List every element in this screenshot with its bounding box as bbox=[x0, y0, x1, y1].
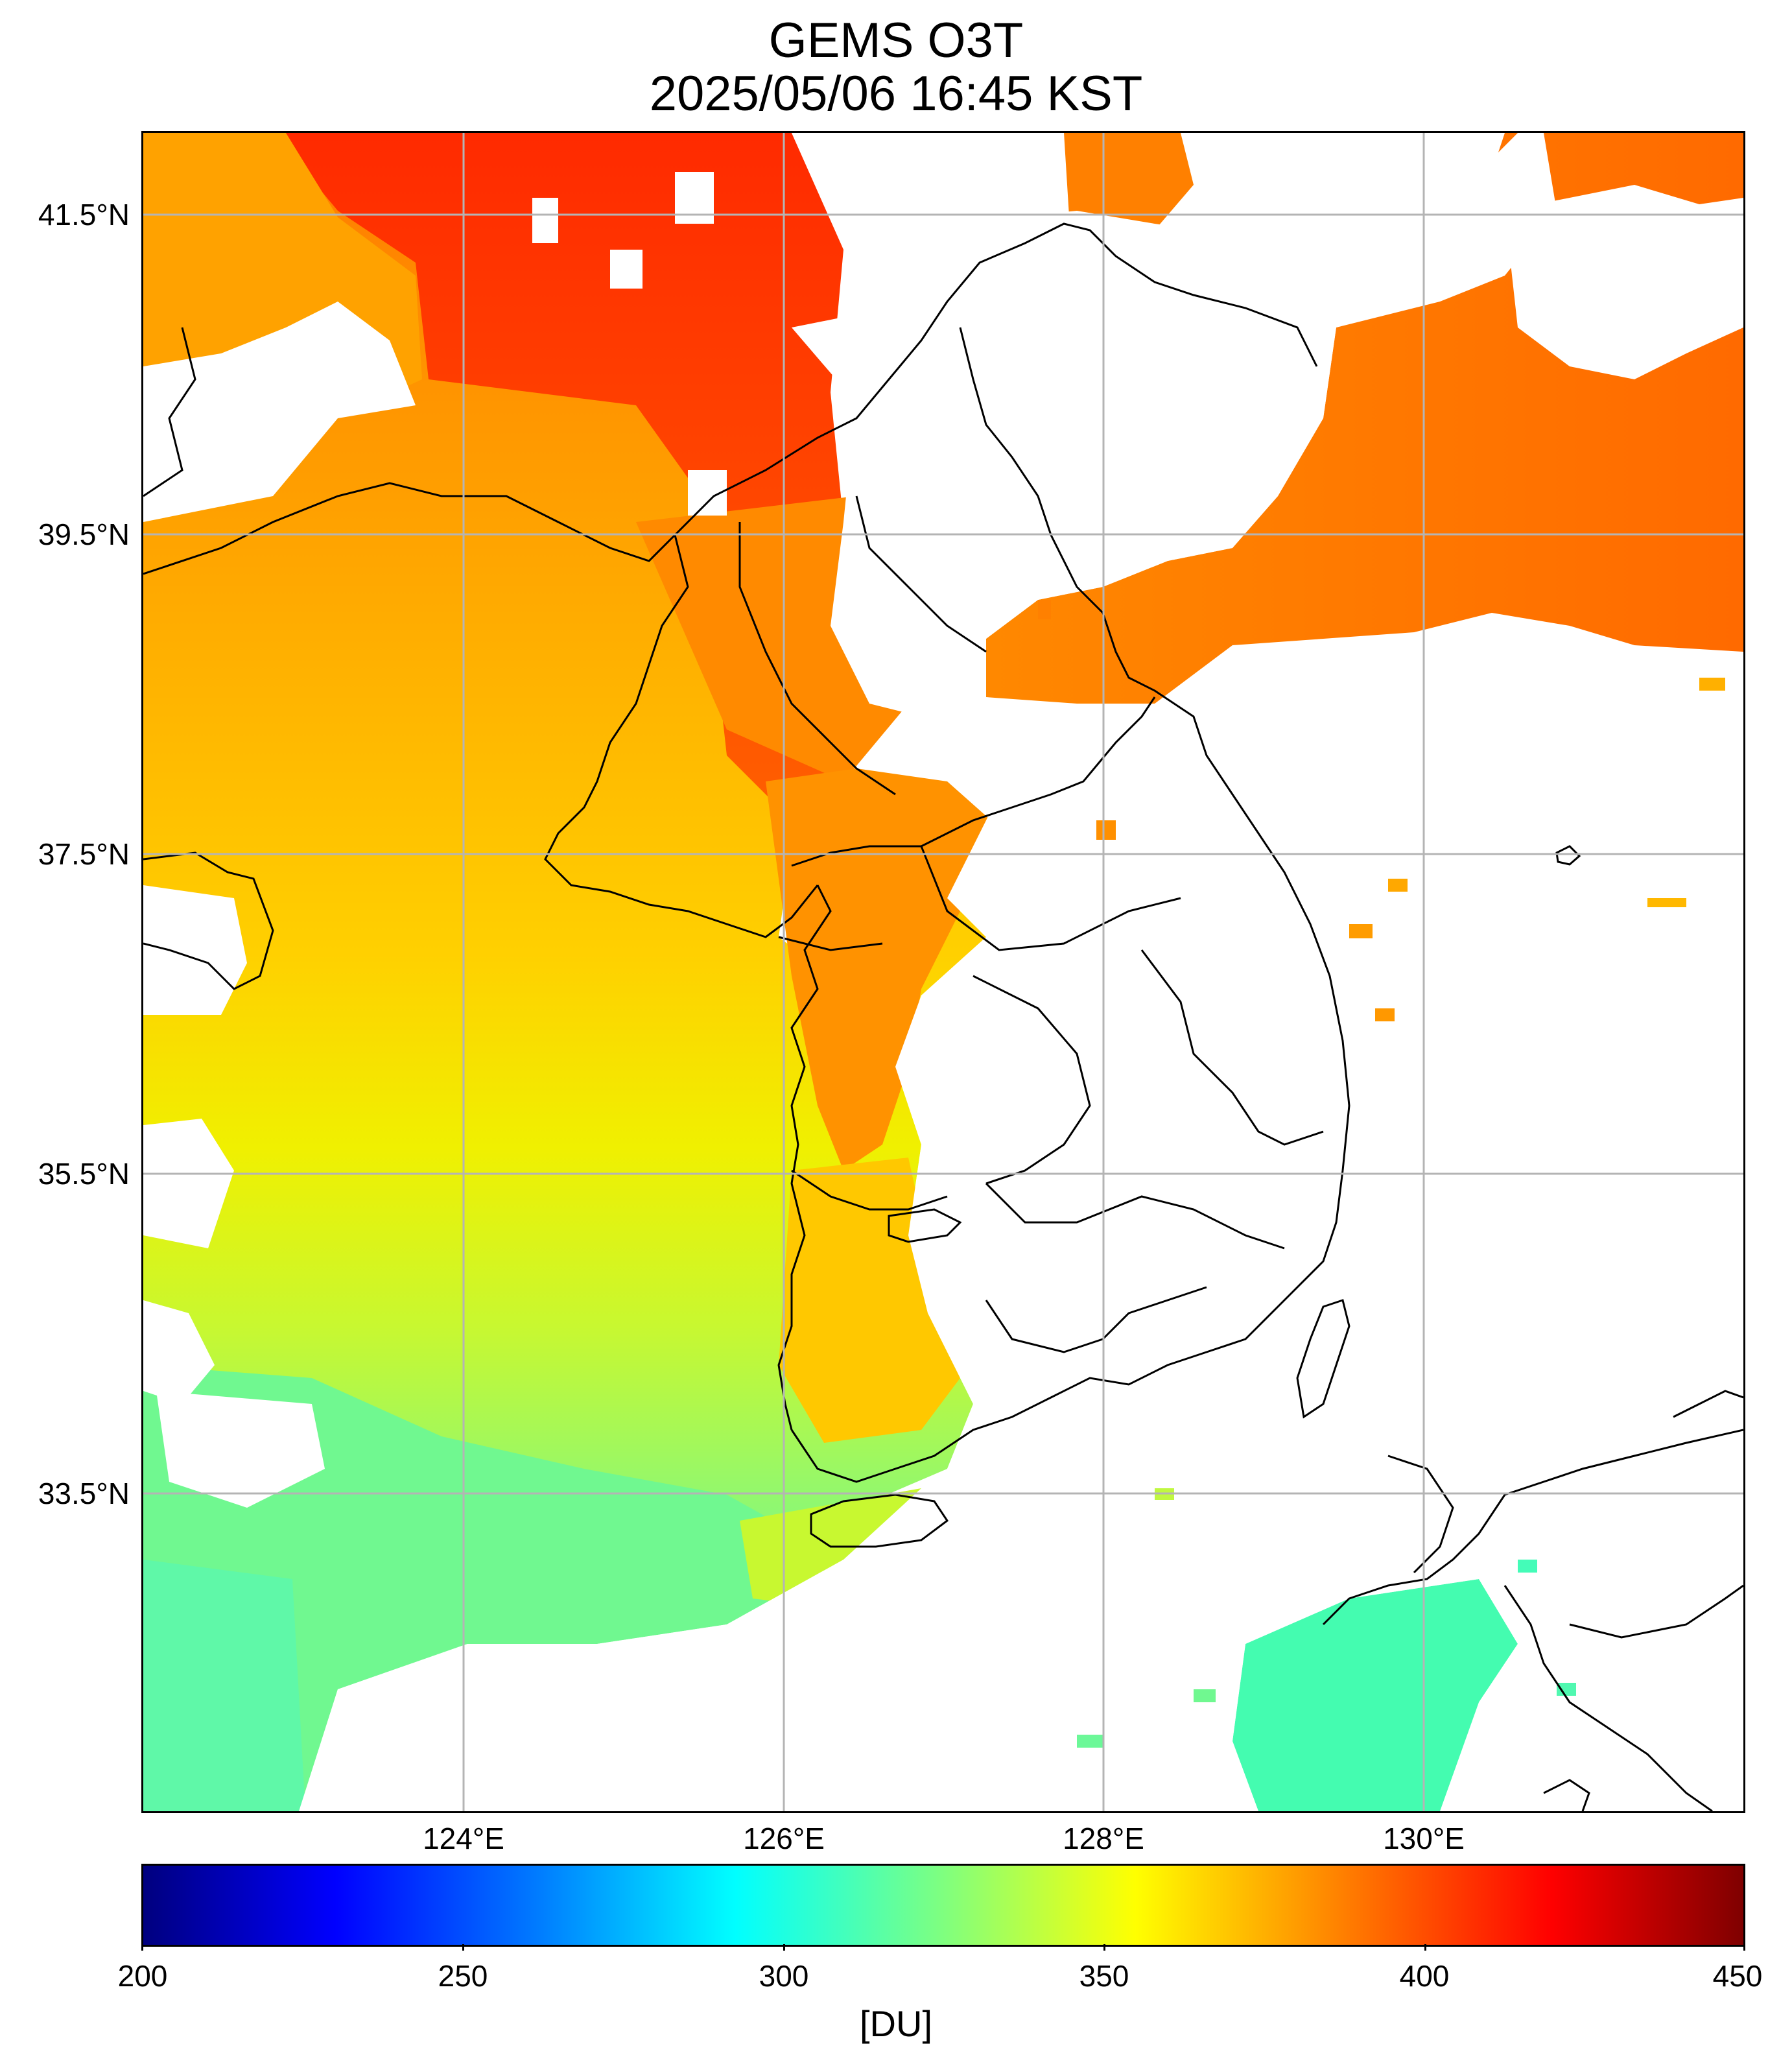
colorbar-tick-label: 250 bbox=[438, 1959, 488, 1993]
colorbar-tick-mark bbox=[1743, 1944, 1745, 1951]
colorbar bbox=[141, 1864, 1745, 1947]
ozone-map bbox=[143, 133, 1743, 1811]
colorbar-tick-mark bbox=[141, 1944, 143, 1951]
missing-data-regions bbox=[143, 133, 1743, 1811]
lat-label-39-5: 39.5°N bbox=[38, 517, 130, 551]
colorbar-tick-mark bbox=[783, 1944, 785, 1951]
colorbar-tick-mark bbox=[1103, 1944, 1105, 1951]
lat-label-37-5: 37.5°N bbox=[38, 837, 130, 871]
colorbar-tick-label: 400 bbox=[1399, 1959, 1450, 1993]
lat-label-33-5: 33.5°N bbox=[38, 1477, 130, 1510]
lat-label-35-5: 35.5°N bbox=[38, 1157, 130, 1191]
map-plot-area[interactable] bbox=[141, 131, 1745, 1813]
graticule bbox=[143, 133, 1743, 1811]
colorbar-unit-label: [DU] bbox=[860, 2003, 932, 2044]
colorbar-tick-mark bbox=[462, 1944, 464, 1951]
colorbar-tick-label: 200 bbox=[117, 1959, 168, 1993]
map-subtitle: 2025/05/06 16:45 KST bbox=[649, 66, 1143, 121]
map-title: GEMS O3T bbox=[768, 13, 1024, 68]
colorbar-tick-mark bbox=[1424, 1944, 1426, 1951]
lon-label-126: 126°E bbox=[743, 1822, 825, 1855]
colorbar-tick-label: 300 bbox=[759, 1959, 809, 1993]
colorbar-tick-label: 450 bbox=[1712, 1959, 1763, 1993]
lon-label-124: 124°E bbox=[423, 1822, 504, 1855]
lon-label-130: 130°E bbox=[1383, 1822, 1465, 1855]
lon-label-128: 128°E bbox=[1063, 1822, 1144, 1855]
colorbar-tick-label: 350 bbox=[1079, 1959, 1129, 1993]
lat-label-41-5: 41.5°N bbox=[38, 198, 130, 232]
